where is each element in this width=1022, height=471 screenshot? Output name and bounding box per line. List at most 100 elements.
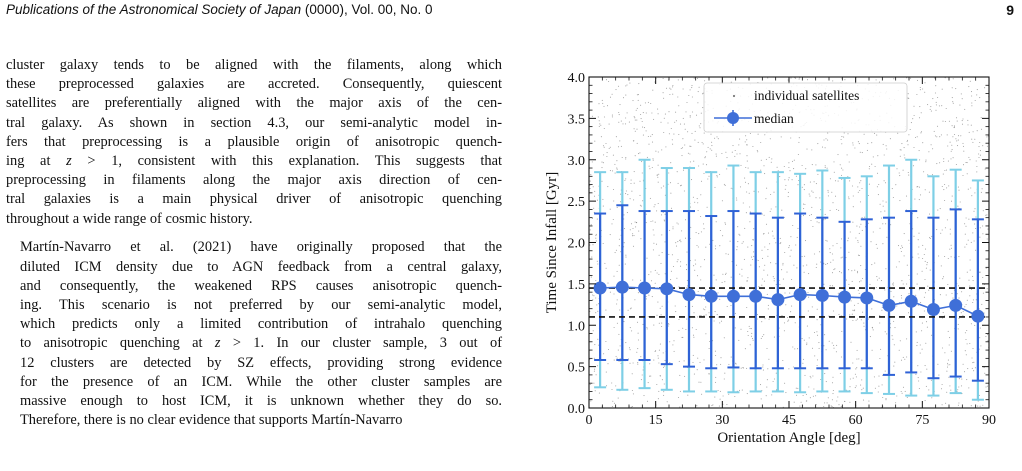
satellite-point — [679, 265, 682, 267]
satellite-point — [686, 318, 688, 320]
satellite-point — [840, 238, 843, 240]
satellite-point — [896, 395, 898, 397]
satellite-point — [708, 373, 710, 375]
satellite-point — [593, 382, 595, 384]
satellite-point — [615, 136, 617, 138]
satellite-point — [646, 156, 648, 158]
satellite-point — [803, 184, 805, 186]
satellite-point — [831, 285, 834, 287]
satellite-point — [753, 251, 755, 253]
satellite-point — [775, 206, 777, 208]
satellite-point — [656, 174, 658, 176]
satellite-point — [697, 202, 699, 204]
satellite-point — [966, 329, 968, 332]
satellite-point — [879, 322, 881, 324]
satellite-point — [904, 157, 906, 159]
satellite-point — [679, 390, 681, 392]
satellite-point — [691, 85, 693, 87]
satellite-point — [900, 247, 902, 250]
satellite-point — [849, 180, 851, 182]
satellite-point — [927, 174, 929, 176]
satellite-point — [675, 242, 677, 244]
satellite-point — [640, 279, 642, 281]
satellite-point — [780, 242, 782, 244]
satellite-point — [798, 141, 800, 143]
satellite-point — [883, 180, 885, 182]
satellite-point — [972, 275, 974, 277]
satellite-point — [749, 206, 751, 208]
satellite-point — [794, 322, 796, 324]
satellite-point — [783, 165, 785, 168]
satellite-point — [605, 267, 607, 269]
satellite-point — [765, 223, 768, 225]
satellite-point — [623, 242, 625, 244]
satellite-point — [976, 165, 978, 168]
satellite-point — [949, 248, 951, 250]
satellite-point — [827, 195, 829, 197]
satellite-point — [656, 210, 658, 212]
satellite-point — [878, 375, 880, 377]
satellite-point — [698, 125, 700, 127]
satellite-point — [595, 297, 597, 299]
satellite-point — [976, 130, 978, 132]
satellite-point — [900, 390, 902, 393]
satellite-point — [609, 146, 611, 148]
satellite-point — [788, 245, 790, 247]
satellite-point — [642, 323, 644, 325]
satellite-point — [901, 143, 903, 145]
text-line: Therefore, there is no clear evidence th… — [20, 412, 403, 429]
satellite-point — [849, 386, 851, 388]
satellite-point — [925, 267, 927, 269]
satellite-point — [925, 342, 927, 344]
satellite-point — [655, 243, 658, 245]
satellite-point — [658, 254, 660, 256]
satellite-point — [712, 239, 714, 241]
satellite-point — [747, 246, 749, 248]
satellite-point — [891, 335, 893, 337]
satellite-point — [810, 219, 812, 222]
satellite-point — [661, 322, 663, 324]
satellite-point — [730, 81, 732, 83]
satellite-point — [592, 186, 594, 188]
satellite-point — [600, 136, 602, 138]
satellite-point — [916, 341, 918, 343]
satellite-point — [918, 387, 920, 390]
satellite-point — [931, 397, 933, 399]
satellite-point — [759, 384, 762, 386]
satellite-point — [850, 341, 852, 343]
satellite-point — [914, 136, 917, 139]
satellite-point — [884, 331, 886, 333]
satellite-point — [968, 279, 970, 281]
satellite-point — [767, 255, 769, 257]
satellite-point — [638, 83, 640, 85]
satellite-point — [611, 405, 613, 408]
satellite-point — [804, 374, 806, 376]
satellite-point — [664, 194, 666, 196]
text-line: ing. This scenario is not preferred by o… — [20, 297, 502, 314]
satellite-point — [775, 242, 777, 244]
satellite-point — [871, 308, 873, 310]
satellite-point — [925, 161, 927, 163]
satellite-point — [594, 368, 596, 370]
satellite-point — [962, 145, 965, 147]
satellite-point — [658, 390, 660, 392]
satellite-point — [700, 112, 702, 114]
satellite-point — [879, 227, 881, 229]
satellite-point — [766, 293, 768, 295]
satellite-point — [768, 358, 770, 360]
satellite-point — [748, 192, 750, 194]
satellite-point — [941, 105, 943, 107]
satellite-point — [798, 179, 800, 182]
satellite-point — [669, 229, 671, 231]
satellite-point — [885, 201, 887, 203]
satellite-point — [631, 190, 633, 192]
satellite-point — [918, 150, 920, 152]
satellite-point — [680, 241, 682, 243]
satellite-point — [816, 308, 818, 310]
satellite-point — [607, 282, 609, 284]
satellite-point — [819, 197, 821, 199]
satellite-point — [714, 396, 716, 398]
satellite-point — [618, 111, 620, 114]
satellite-point — [940, 388, 943, 390]
satellite-point — [927, 285, 929, 287]
